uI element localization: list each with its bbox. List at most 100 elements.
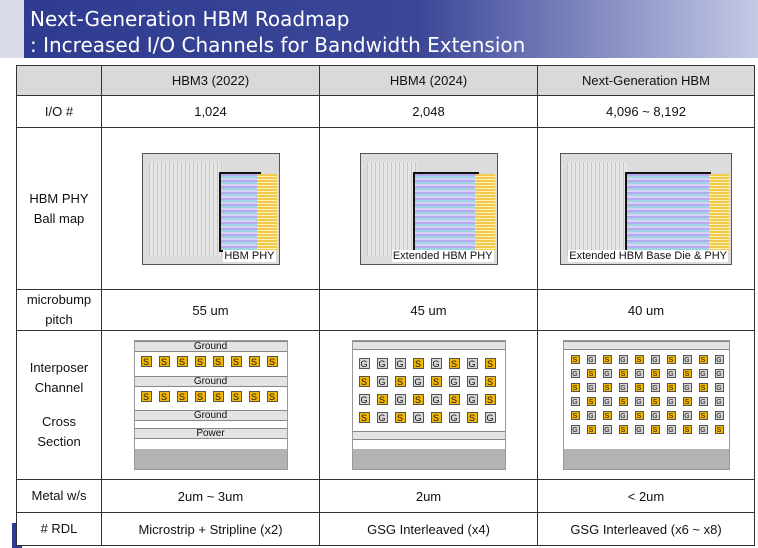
rdl-next-gen: GSG Interleaved (x6 ~ x8) xyxy=(537,512,755,546)
hbm4-pad-ground: G xyxy=(448,412,460,423)
metal-next-gen: < 2um xyxy=(537,479,755,513)
io-row: I/O # 1,024 2,048 4,096 ~ 8,192 xyxy=(16,95,755,128)
next-gen-pad-ground: G xyxy=(570,397,580,406)
hbm3-pad-signal: S xyxy=(266,356,278,367)
hbm4-pad-signal: S xyxy=(394,412,406,423)
hbm4-pad-signal: S xyxy=(412,394,424,405)
layer-power: Power xyxy=(134,428,287,439)
next-gen-pad-ground: G xyxy=(682,411,692,420)
header-accent-bar xyxy=(0,0,24,58)
layer-ground-2: Ground xyxy=(134,376,287,387)
pitch-next-gen: 40 um xyxy=(537,289,755,331)
header-row: HBM3 (2022) HBM4 (2024) Next-Generation … xyxy=(16,65,755,96)
next-gen-pad-ground: G xyxy=(666,425,676,434)
hbm4-pad-ground: G xyxy=(358,394,370,405)
phy-region-next-gen xyxy=(625,171,711,252)
hbm4-pad-ground: G xyxy=(412,412,424,423)
next-gen-pad-signal: S xyxy=(570,355,580,364)
next-gen-pad-ground: G xyxy=(602,397,612,406)
ballmap-label-line2: Ball map xyxy=(33,210,85,226)
hbm4-pad-signal: S xyxy=(358,376,370,387)
pitch-label-line1: microbump xyxy=(26,292,92,307)
next-gen-pad-signal: S xyxy=(586,425,596,434)
hbm4-pad-ground: G xyxy=(376,376,388,387)
column-header-next-gen: Next-Generation HBM xyxy=(537,65,755,96)
metal-hbm4: 2um xyxy=(319,479,538,513)
hbm4-pad-ground: G xyxy=(448,376,460,387)
next-gen-pad-ground: G xyxy=(586,411,596,420)
hbm4-pad-signal: S xyxy=(448,394,460,405)
hbm3-pad-signal: S xyxy=(158,356,170,367)
next-gen-pad-ground: G xyxy=(634,425,644,434)
next-gen-pad-ground: G xyxy=(650,355,660,364)
slide-subtitle: : Increased I/O Channels for Bandwidth E… xyxy=(30,33,526,57)
next-gen-pad-ground: G xyxy=(618,411,628,420)
hbm4-pad-signal: S xyxy=(358,412,370,423)
hbm4-pad-ground: G xyxy=(466,358,478,369)
next-gen-pad-signal: S xyxy=(650,425,660,434)
hbm4-pad-signal: S xyxy=(484,376,496,387)
slide-header: Next-Generation HBM Roadmap : Increased … xyxy=(0,0,758,58)
hbm4-pad-ground: G xyxy=(376,358,388,369)
hbm4-pad-ground: G xyxy=(466,376,478,387)
next-gen-pad-ground: G xyxy=(570,425,580,434)
next-gen-pad-signal: S xyxy=(682,425,692,434)
rdl-hbm4: GSG Interleaved (x4) xyxy=(319,512,538,546)
next-gen-pad-signal: S xyxy=(570,383,580,392)
substrate-hbm3 xyxy=(134,449,287,469)
next-gen-pad-signal: S xyxy=(634,355,644,364)
hbm4-pad-signal: S xyxy=(430,376,442,387)
next-gen-pad-ground: G xyxy=(714,411,724,420)
hbm3-pad-signal: S xyxy=(140,391,152,402)
next-gen-pad-signal: S xyxy=(650,369,660,378)
hbm4-pad-ground: G xyxy=(376,412,388,423)
next-gen-pad-signal: S xyxy=(682,369,692,378)
ballmap-next-gen: Extended HBM Base Die & PHY xyxy=(560,152,732,265)
next-gen-pad-ground: G xyxy=(618,383,628,392)
next-gen-pad-signal: S xyxy=(570,411,580,420)
hbm3-pad-signal: S xyxy=(140,356,152,367)
ballmap-hbm3: HBM PHY xyxy=(141,152,280,265)
next-gen-pad-ground: G xyxy=(650,411,660,420)
interposer-label-line1: Interposer xyxy=(29,360,89,375)
hbm4-pad-signal: S xyxy=(430,412,442,423)
hbm3-pad-signal: S xyxy=(176,356,188,367)
ballmap-caption-hbm3: HBM PHY xyxy=(223,249,276,262)
hbm4-pad-signal: S xyxy=(466,412,478,423)
ballmap-caption-next-gen: Extended HBM Base Die & PHY xyxy=(568,249,728,262)
row-label-interposer: Interposer Channel Cross Section xyxy=(16,330,102,480)
hbm3-pad-signal: S xyxy=(230,391,242,402)
substrate-hbm4 xyxy=(352,449,505,469)
hbm3-pad-signal: S xyxy=(194,391,206,402)
hbm3-pad-signal: S xyxy=(248,391,260,402)
layer-ground-1: Ground xyxy=(134,341,287,352)
pitch-hbm4: 45 um xyxy=(319,289,538,331)
row-label-rdl: # RDL xyxy=(16,512,102,546)
hbm3-pad-signal: S xyxy=(212,391,224,402)
ballmap-label-line1: HBM PHY xyxy=(29,190,89,206)
column-header-hbm3: HBM3 (2022) xyxy=(101,65,320,96)
hbm3-pad-signal: S xyxy=(194,356,206,367)
roadmap-table: HBM3 (2022) HBM4 (2024) Next-Generation … xyxy=(16,65,755,546)
rdl-row: # RDL Microstrip + Stripline (x2) GSG In… xyxy=(16,512,755,546)
next-gen-pad-signal: S xyxy=(602,383,612,392)
hbm3-pad-signal: S xyxy=(266,391,278,402)
next-gen-pad-ground: G xyxy=(650,383,660,392)
hbm4-pad-ground: G xyxy=(412,376,424,387)
next-gen-pad-signal: S xyxy=(666,411,676,420)
next-gen-pad-signal: S xyxy=(618,369,628,378)
hbm4-pad-ground: G xyxy=(430,358,442,369)
phy-region-hbm3 xyxy=(218,171,261,252)
slide-title: Next-Generation HBM Roadmap xyxy=(30,7,350,31)
next-gen-pad-signal: S xyxy=(602,355,612,364)
hbm4-pad-ground: G xyxy=(394,358,406,369)
metal-hbm3: 2um ~ 3um xyxy=(101,479,320,513)
ballmap-hbm4: Extended HBM PHY xyxy=(359,152,498,265)
next-gen-pad-ground: G xyxy=(666,397,676,406)
hbm4-pad-ground: G xyxy=(466,394,478,405)
next-gen-pad-ground: G xyxy=(682,355,692,364)
interposer-label-line2: Channel xyxy=(34,380,84,395)
next-gen-pad-ground: G xyxy=(698,369,708,378)
next-gen-pad-ground: G xyxy=(618,355,628,364)
